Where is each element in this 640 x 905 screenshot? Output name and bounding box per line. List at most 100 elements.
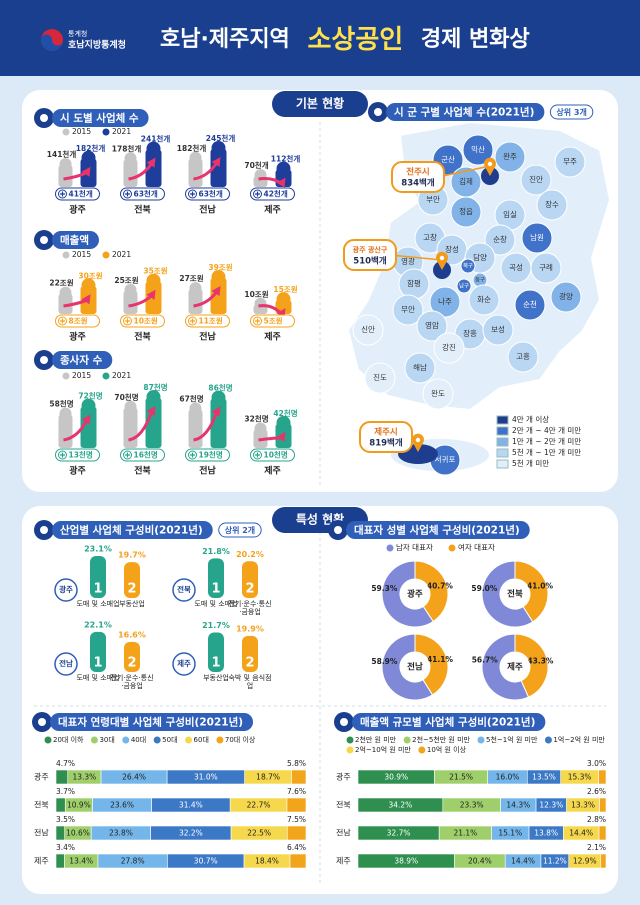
region-label: 광양 bbox=[559, 291, 573, 301]
value-label: 34.2% bbox=[388, 801, 412, 810]
legend-label: 30대 bbox=[99, 736, 114, 744]
value-label: 70천개 bbox=[244, 160, 268, 170]
value-label: 27.8% bbox=[121, 857, 145, 866]
value-label: 19.9% bbox=[236, 624, 264, 633]
region bbox=[364, 362, 396, 394]
region bbox=[514, 289, 546, 321]
value-label: 13.3% bbox=[72, 773, 96, 782]
legend-label: 40대 bbox=[131, 736, 146, 744]
value-label: 10.6% bbox=[66, 829, 90, 838]
value-label: 19.7% bbox=[118, 551, 146, 560]
title-icon-dot bbox=[340, 718, 348, 726]
value-label: 21.7% bbox=[202, 621, 230, 630]
bar-head bbox=[189, 151, 202, 164]
value-label: 15.1% bbox=[498, 829, 522, 838]
legend-swatch bbox=[496, 426, 509, 436]
callout-line bbox=[389, 254, 443, 261]
increase-label: 19천명 bbox=[199, 450, 223, 460]
chart-title: 시 군 구별 사업체 수(2021년) bbox=[394, 106, 534, 119]
value-label: 43.3% bbox=[527, 657, 554, 666]
region-label: 광주 bbox=[407, 589, 423, 600]
bar-segment bbox=[55, 853, 65, 869]
plus-icon bbox=[60, 452, 65, 458]
increase-label: 63천개 bbox=[134, 189, 158, 199]
value-label: 15조원 bbox=[273, 284, 297, 294]
value-label: 70천명 bbox=[114, 392, 138, 402]
x-tick-label: 전남 bbox=[199, 465, 216, 477]
value-label: 4.7% bbox=[56, 759, 75, 768]
legend-label: 여자 대표자 bbox=[458, 542, 495, 552]
value-label: 5.8% bbox=[287, 759, 306, 768]
category-label: 부동산업 bbox=[119, 600, 145, 608]
value-label: 67천명 bbox=[179, 393, 203, 403]
trend-arrow bbox=[128, 294, 153, 308]
chart-title: 시 도별 사업체 수 bbox=[60, 112, 139, 125]
bar-segment bbox=[55, 797, 66, 813]
region-label: 무주 bbox=[563, 157, 577, 166]
increase-label: 42천개 bbox=[264, 189, 288, 199]
callout-name: 광주 광산구 bbox=[353, 245, 388, 254]
x-tick-label: 전북 bbox=[134, 465, 151, 477]
rank-label: 1 bbox=[93, 582, 102, 597]
region-label: 고흥 bbox=[516, 351, 530, 361]
title-icon-dot bbox=[374, 108, 382, 116]
pin-dot bbox=[415, 437, 421, 443]
legend-label: 2천~5천만 원 미만 bbox=[412, 735, 470, 744]
bar-segment bbox=[598, 825, 607, 841]
x-tick-label: 전남 bbox=[199, 204, 216, 216]
office-name: 호남지방통계청 bbox=[68, 39, 126, 51]
plus-icon bbox=[58, 189, 67, 199]
legend-swatch bbox=[496, 415, 509, 425]
category-label-box: 도매 및 소매업 bbox=[76, 600, 119, 608]
plus-icon bbox=[125, 318, 130, 324]
badge-label: 상위 3개 bbox=[556, 107, 586, 117]
value-label: 14.4% bbox=[569, 829, 593, 838]
plus-icon bbox=[60, 191, 65, 197]
trend-arrow-head bbox=[81, 166, 91, 177]
plus-icon bbox=[125, 452, 130, 458]
bar bbox=[188, 289, 203, 314]
region bbox=[468, 284, 500, 316]
bar bbox=[242, 561, 258, 598]
legend-swatch bbox=[496, 459, 509, 469]
trend-arrow-head bbox=[81, 414, 91, 425]
increase-pill bbox=[185, 448, 230, 462]
donut-hole bbox=[500, 652, 530, 682]
trend-arrow-head bbox=[211, 157, 221, 167]
pin bbox=[412, 433, 424, 452]
value-label: 39조원 bbox=[208, 262, 232, 272]
value-label: 141천개 bbox=[47, 149, 77, 159]
region-label: 완주 bbox=[503, 152, 517, 161]
bar-head bbox=[146, 390, 161, 404]
rank-label: 1 bbox=[211, 656, 220, 671]
region bbox=[554, 146, 586, 178]
category-label: 전기·운수·통신·금융업 bbox=[228, 600, 272, 616]
increase-label: 63천개 bbox=[199, 189, 223, 199]
rank-label: 1 bbox=[211, 582, 220, 597]
legend-swatch bbox=[122, 736, 130, 744]
bar bbox=[90, 631, 106, 672]
value-label: 13.5% bbox=[532, 773, 556, 782]
trend-arrow-head bbox=[276, 431, 286, 442]
value-label: 18.4% bbox=[255, 857, 279, 866]
region-label: 서귀포 bbox=[435, 454, 456, 464]
value-label: 6.4% bbox=[287, 843, 306, 852]
bar-head bbox=[124, 283, 137, 296]
bar-head bbox=[146, 273, 161, 288]
plus-icon bbox=[190, 318, 195, 324]
value-label: 22.1% bbox=[84, 620, 112, 629]
title-pill bbox=[52, 521, 213, 539]
legend-label: 70대 이상 bbox=[225, 735, 256, 744]
region-label: 장성 bbox=[445, 244, 459, 254]
plus-icon bbox=[60, 318, 65, 324]
bar-head bbox=[254, 422, 267, 435]
value-label: 38.9% bbox=[394, 857, 418, 866]
plus-icon bbox=[123, 189, 132, 199]
value-label: 23.8% bbox=[109, 829, 133, 838]
region bbox=[433, 332, 465, 364]
trend-arrow-head bbox=[211, 286, 221, 296]
title-icon-dot bbox=[38, 718, 46, 726]
region-badge bbox=[54, 652, 78, 676]
plus-icon bbox=[255, 191, 260, 197]
bar bbox=[123, 407, 138, 448]
